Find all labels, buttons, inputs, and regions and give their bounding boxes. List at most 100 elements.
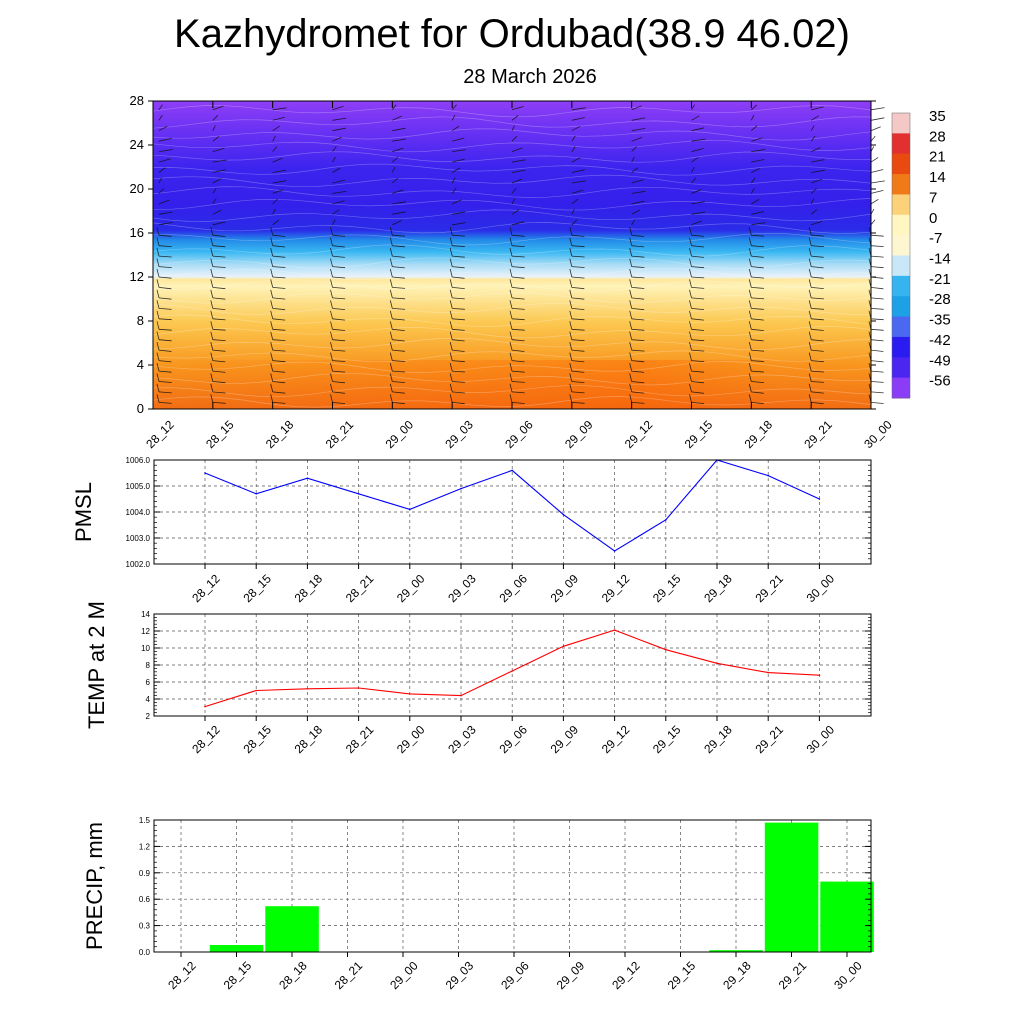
x-tick-label: 29_00 (394, 571, 428, 605)
wind-barb (511, 287, 525, 290)
wind-barb-staff (449, 373, 453, 382)
wind-barb-staff (748, 258, 752, 267)
panel-frame (153, 819, 872, 953)
wind-barb-staff (808, 363, 812, 372)
wind-barb (571, 135, 576, 142)
wind-barb (631, 402, 645, 404)
wind-barb-staff (449, 300, 453, 309)
wind-barb (870, 198, 879, 205)
wind-barb-staff (449, 342, 453, 351)
wind-barb (631, 370, 645, 373)
wind-barb (272, 219, 280, 226)
wind-barb-staff (449, 258, 453, 267)
wind-barb (571, 339, 585, 342)
wind-barb (272, 287, 286, 289)
wind-barb (392, 391, 405, 394)
wind-barb-staff (748, 300, 752, 309)
data-point (613, 550, 616, 552)
x-tick-label: 28_15 (240, 722, 274, 756)
wind-barb (511, 402, 525, 404)
wind-barb (691, 318, 704, 321)
wind-barb (811, 159, 825, 163)
data-point (306, 477, 309, 480)
wind-barb (272, 157, 283, 163)
wind-barb (392, 349, 405, 352)
wind-barb-staff (156, 310, 160, 319)
wind-barb (451, 177, 456, 184)
wind-barb-staff (330, 310, 333, 319)
wind-barb (212, 297, 226, 300)
wind-barb (751, 308, 765, 310)
wind-barb (511, 339, 525, 342)
wind-barb (511, 234, 525, 237)
wind-barb (511, 169, 526, 173)
wind-barb-staff (389, 227, 393, 236)
wind-barb-staff (689, 289, 692, 298)
wind-barb (870, 126, 881, 132)
wind-barb (631, 128, 646, 132)
x-tick-label: 30_00 (831, 958, 865, 992)
wind-barb (811, 266, 824, 269)
wind-barb (750, 177, 756, 184)
wind-barb (571, 234, 585, 237)
wind-barb-staff (509, 310, 513, 319)
isotherm-line (152, 105, 872, 118)
data-point (460, 694, 462, 697)
wind-barb (571, 180, 586, 184)
wind-barb (511, 125, 515, 131)
x-tick-label: 29_18 (742, 417, 776, 451)
wind-barb (212, 328, 226, 331)
wind-barb (332, 328, 346, 331)
wind-barb (392, 115, 402, 121)
wind-barb (272, 276, 286, 279)
wind-barb-staff (330, 331, 333, 340)
wind-barb-staff (569, 248, 573, 257)
wind-barb (212, 105, 224, 111)
wind-barb-staff (270, 310, 274, 319)
wind-barb (332, 360, 346, 362)
wind-barb (158, 222, 173, 226)
x-tick-label: 28_21 (343, 722, 377, 756)
wind-barb (212, 370, 226, 373)
wind-barb (571, 360, 585, 363)
wind-barb (810, 209, 818, 215)
wind-barb (511, 349, 525, 352)
data-point (562, 513, 565, 516)
bar (709, 950, 763, 952)
wind-barb-staff (449, 394, 453, 403)
wind-barb-staff (748, 248, 752, 257)
wind-barb (392, 276, 405, 279)
wind-barb-staff (330, 373, 333, 382)
wind-barb (691, 297, 705, 300)
wind-barb (511, 188, 517, 194)
wind-barb-staff (389, 268, 393, 278)
wind-barb (811, 402, 824, 405)
wind-barb-staff (748, 227, 752, 236)
isotherm-line (152, 151, 872, 163)
wind-barb-staff (748, 321, 752, 330)
colorbar-label: 0 (929, 210, 937, 227)
wind-barb (392, 138, 407, 142)
wind-barb (511, 178, 522, 184)
wind-barb-staff (569, 394, 573, 403)
wind-barb (452, 339, 465, 342)
wind-barb-staff (569, 331, 573, 340)
x-tick-label: 29_09 (554, 958, 588, 992)
wind-barb (571, 402, 585, 404)
wind-barb (631, 234, 645, 237)
wind-barb-staff (629, 363, 633, 372)
y-tick-label: 2 (146, 712, 151, 721)
wind-barb (158, 177, 162, 184)
wind-barb (511, 221, 525, 226)
wind-barb (158, 381, 172, 383)
wind-barb (392, 245, 405, 248)
wind-barb (631, 117, 646, 121)
wind-barb (272, 328, 286, 331)
wind-barb (631, 328, 645, 331)
wind-barb (158, 158, 171, 163)
wind-barb (212, 339, 226, 341)
wind-barb (751, 287, 765, 289)
wind-barb (631, 308, 645, 311)
colorbar-label: -42 (929, 332, 951, 349)
isotherm-line (152, 244, 872, 257)
